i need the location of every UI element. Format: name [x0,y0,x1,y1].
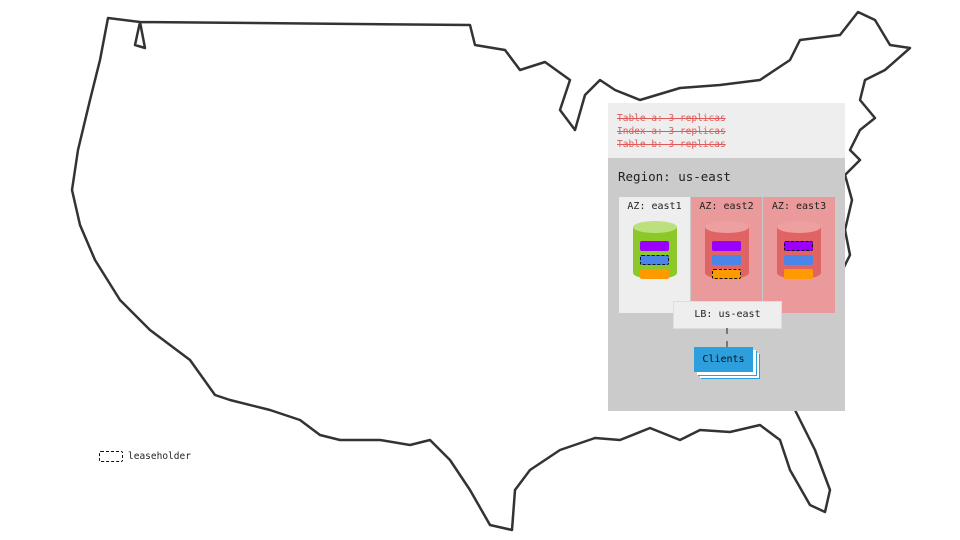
database-icon [705,221,749,285]
az-label: AZ: east3 [771,201,827,212]
az-1: AZ: east1 [619,197,690,313]
replica [640,241,669,251]
az-3: AZ: east3 [763,197,835,313]
region-panel: Table a: 3 replicas Index a: 3 replicas … [608,103,845,411]
leaseholder-swatch [99,451,123,462]
replica [784,269,813,279]
region-label: Region: us-east [618,169,731,184]
az-2: AZ: east2 [691,197,762,313]
replica [712,241,741,251]
database-icon [777,221,821,285]
database-icon [633,221,677,285]
connector-line [726,328,728,347]
replica [784,241,813,251]
table-item: Table b: 3 replicas [617,139,726,150]
replica [712,255,741,265]
az-label: AZ: east1 [627,201,682,212]
table-item: Table a: 3 replicas [617,113,726,124]
clients-node: Clients [694,347,753,372]
load-balancer: LB: us-east [673,301,782,329]
tables-list: Table a: 3 replicas Index a: 3 replicas … [608,103,845,158]
replica [784,255,813,265]
replica [640,269,669,279]
replica [640,255,669,265]
legend-label: leaseholder [128,451,191,462]
legend: leaseholder [99,451,191,462]
replica [712,269,741,279]
table-item: Index a: 3 replicas [617,126,726,137]
az-label: AZ: east2 [699,201,754,212]
